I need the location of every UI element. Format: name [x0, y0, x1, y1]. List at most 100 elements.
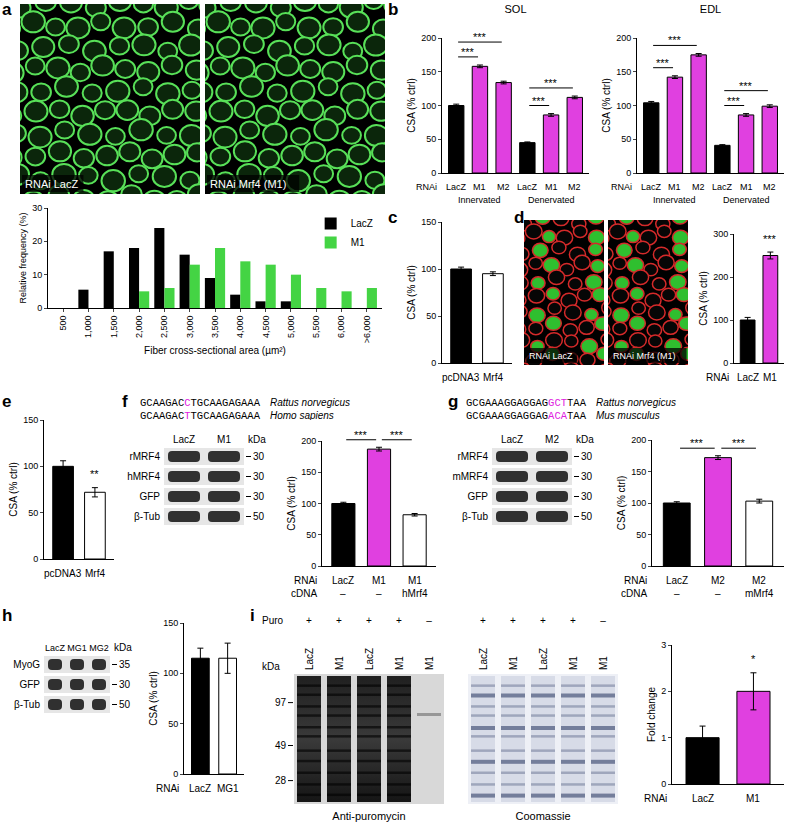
svg-text:RNAi: RNAi — [156, 783, 179, 794]
svg-text:4,000: 4,000 — [235, 316, 245, 339]
svg-text:6,000: 6,000 — [336, 316, 346, 339]
svg-text:Innervated: Innervated — [458, 195, 501, 205]
svg-text:M1: M1 — [394, 656, 405, 670]
svg-text:+: + — [396, 615, 402, 626]
svg-text:***: *** — [656, 57, 670, 69]
svg-text:LacZ: LacZ — [538, 648, 549, 670]
svg-text:M1: M1 — [740, 182, 753, 192]
svg-text:LacZ: LacZ — [478, 648, 489, 670]
svg-text:RNAi: RNAi — [706, 372, 729, 383]
svg-text:50: 50 — [636, 530, 646, 540]
svg-text:GFP: GFP — [19, 679, 40, 690]
svg-text:MG1: MG1 — [217, 783, 239, 794]
svg-text:49: 49 — [275, 740, 287, 751]
svg-text:***: *** — [763, 233, 777, 245]
svg-text:LacZ: LacZ — [517, 182, 538, 192]
svg-text:rMRF4: rMRF4 — [129, 451, 160, 462]
svg-text:CSA (% ctrl): CSA (% ctrl) — [601, 78, 612, 132]
svg-text:kDa: kDa — [576, 434, 594, 445]
svg-text:LacZ: LacZ — [189, 783, 211, 794]
svg-text:M2: M2 — [752, 575, 766, 586]
svg-text:M2: M2 — [763, 182, 776, 192]
svg-text:Coomassie: Coomassie — [515, 810, 570, 822]
svg-text:RNAi LacZ: RNAi LacZ — [25, 178, 78, 190]
svg-text:Relative frequency (%): Relative frequency (%) — [18, 212, 28, 303]
svg-text:GFP: GFP — [467, 491, 488, 502]
svg-text:RNAi: RNAi — [294, 575, 317, 586]
svg-text:150: 150 — [631, 467, 646, 477]
svg-text:50: 50 — [28, 508, 38, 518]
svg-text:M1: M1 — [668, 182, 681, 192]
svg-text:0: 0 — [723, 358, 728, 368]
svg-text:***: *** — [461, 46, 475, 58]
svg-text:LacZ: LacZ — [737, 372, 759, 383]
svg-text:***: *** — [354, 429, 368, 441]
svg-text:M1: M1 — [473, 182, 486, 192]
svg-text:kDa: kDa — [262, 661, 280, 672]
svg-text:Mrf4: Mrf4 — [483, 372, 503, 383]
svg-text:0: 0 — [626, 168, 631, 178]
svg-text:3: 3 — [661, 640, 666, 650]
svg-text:hMrf4: hMrf4 — [402, 588, 428, 599]
svg-text:LacZ: LacZ — [692, 793, 714, 804]
svg-text:RNAi: RNAi — [644, 793, 667, 804]
svg-text:CSA (% ctrl): CSA (% ctrl) — [406, 78, 417, 132]
svg-text:SOL: SOL — [504, 3, 526, 15]
svg-text:100: 100 — [713, 315, 728, 325]
svg-text:0: 0 — [431, 358, 436, 368]
svg-text:Puro: Puro — [262, 615, 284, 626]
svg-text:LacZ: LacZ — [45, 643, 66, 653]
svg-text:50: 50 — [621, 134, 631, 144]
svg-text:50: 50 — [306, 530, 316, 540]
svg-text:5,500: 5,500 — [311, 316, 321, 339]
svg-text:Denervated: Denervated — [723, 195, 770, 205]
svg-text:30: 30 — [581, 471, 593, 482]
svg-text:0: 0 — [37, 303, 42, 313]
svg-text:Denervated: Denervated — [528, 195, 575, 205]
svg-text:M1: M1 — [217, 434, 231, 445]
svg-text:4,500: 4,500 — [261, 316, 271, 339]
svg-text:100: 100 — [421, 264, 436, 274]
svg-text:200: 200 — [421, 33, 436, 43]
svg-text:1,000: 1,000 — [83, 316, 93, 339]
svg-text:0: 0 — [173, 769, 178, 779]
svg-text:50: 50 — [119, 699, 131, 710]
svg-text:–: – — [674, 588, 680, 599]
svg-text:50: 50 — [253, 511, 265, 522]
svg-text:150: 150 — [616, 67, 631, 77]
svg-text:CSA (% ctrl): CSA (% ctrl) — [286, 476, 297, 530]
svg-text:M2: M2 — [545, 434, 559, 445]
svg-text:M1: M1 — [545, 182, 558, 192]
svg-text:CSA (% ctrl): CSA (% ctrl) — [406, 265, 417, 319]
svg-text:2,500: 2,500 — [159, 316, 169, 339]
svg-text:M2: M2 — [568, 182, 581, 192]
svg-text:150: 150 — [301, 467, 316, 477]
svg-text:M1: M1 — [334, 656, 345, 670]
svg-text:**: ** — [90, 468, 99, 480]
svg-text:3,500: 3,500 — [210, 316, 220, 339]
svg-text:97: 97 — [275, 697, 287, 708]
svg-text:100: 100 — [301, 499, 316, 509]
svg-text:LacZ: LacZ — [446, 182, 467, 192]
svg-text:M1: M1 — [598, 656, 609, 670]
svg-text:30: 30 — [119, 679, 131, 690]
svg-text:M2: M2 — [497, 182, 510, 192]
svg-text:150: 150 — [163, 618, 178, 628]
svg-text:150: 150 — [421, 217, 436, 227]
svg-text:1: 1 — [661, 733, 666, 743]
svg-text:M1: M1 — [746, 793, 760, 804]
svg-text:LacZ: LacZ — [641, 182, 662, 192]
svg-text:50: 50 — [426, 134, 436, 144]
svg-text:*: * — [751, 653, 756, 665]
svg-text:Mrf4: Mrf4 — [85, 568, 105, 579]
svg-text:0: 0 — [431, 168, 436, 178]
svg-text:EDL: EDL — [700, 3, 721, 15]
svg-text:30: 30 — [581, 451, 593, 462]
svg-text:–: – — [600, 615, 606, 626]
svg-text:***: *** — [732, 437, 746, 449]
svg-text:LacZ: LacZ — [173, 434, 195, 445]
svg-text:50: 50 — [581, 511, 593, 522]
svg-text:mMrf4: mMrf4 — [745, 588, 774, 599]
svg-text:pcDNA3: pcDNA3 — [442, 372, 480, 383]
svg-text:***: *** — [544, 77, 558, 89]
